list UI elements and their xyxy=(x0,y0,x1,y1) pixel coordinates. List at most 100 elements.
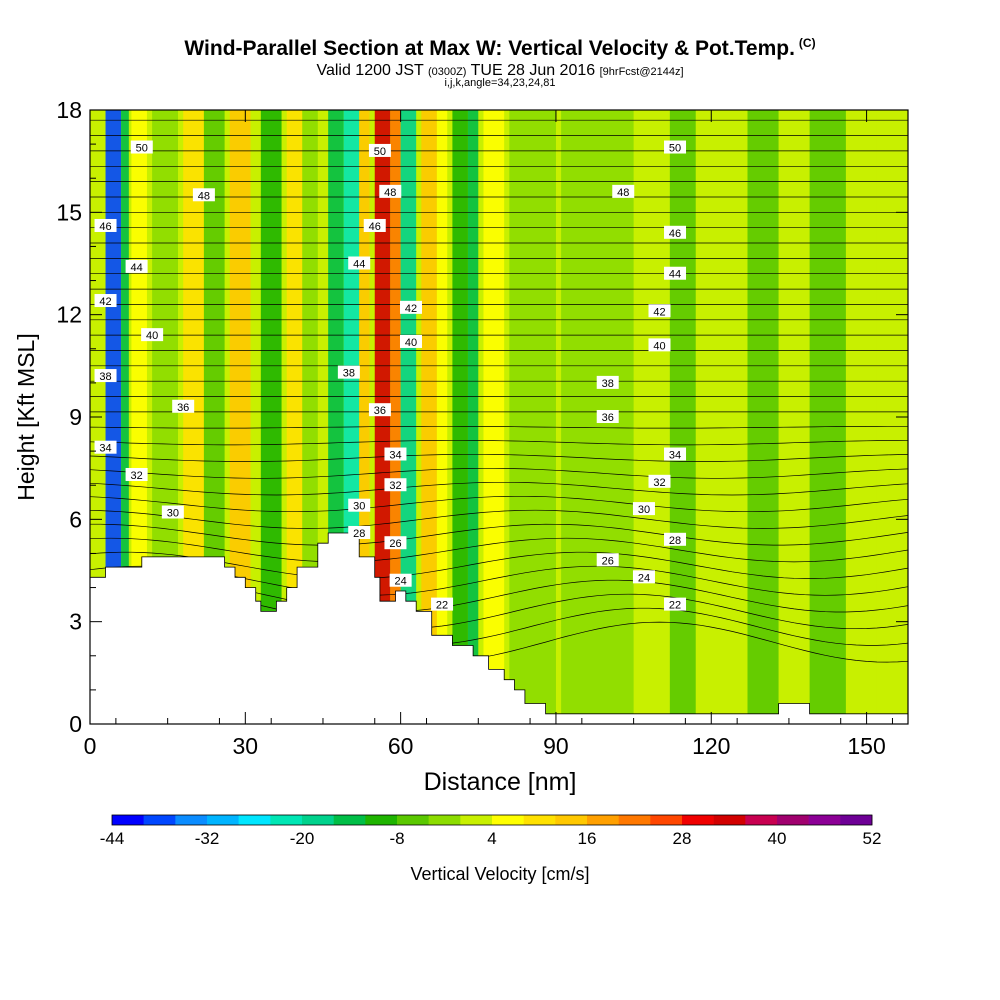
isentrope-label-bg xyxy=(368,143,391,157)
colorbar-tick-label: 4 xyxy=(487,829,496,848)
isentrope-label-bg xyxy=(596,375,619,389)
colorbar-tick-label: -20 xyxy=(290,829,315,848)
isentrope-label-16: 40 xyxy=(399,334,422,349)
isentrope-label-text: 42 xyxy=(405,303,417,315)
velocity-band-30 xyxy=(851,110,877,724)
isentrope-label-bg xyxy=(192,188,215,202)
isentrope-label-31: 30 xyxy=(348,498,371,513)
isentrope-label-5: 48 xyxy=(612,184,635,199)
isentrope-label-bg xyxy=(664,447,687,461)
isentrope-label-text: 32 xyxy=(389,480,401,492)
colorbar: -44 -32 -20 -8 4 16 28 40 52 xyxy=(100,814,881,848)
isentrope-label-text: 42 xyxy=(653,306,665,318)
colorbar-tick-label: -32 xyxy=(195,829,220,848)
isentrope-label-bg xyxy=(664,225,687,239)
colorbar-label: Vertical Velocity [cm/s] xyxy=(410,864,589,884)
colorbar-swatch-4 xyxy=(238,815,271,825)
colorbar-tick-label: 16 xyxy=(578,829,597,848)
isentrope-line-14 xyxy=(90,425,908,429)
isentrope-label-bg xyxy=(379,184,402,198)
isentrope-label-bg xyxy=(648,474,671,488)
colorbar-swatch-17 xyxy=(650,815,683,825)
isentrope-label-text: 22 xyxy=(669,600,681,612)
x-tick-label: 30 xyxy=(233,733,259,759)
isentrope-label-bg xyxy=(596,410,619,423)
forecast-info: [9hrFcst@2144z] xyxy=(599,66,684,78)
valid-utc: (0300Z) xyxy=(427,66,467,78)
isentrope-line-7 xyxy=(90,523,908,546)
isentrope-label-text: 34 xyxy=(389,450,401,462)
isentrope-label-text: 28 xyxy=(669,535,681,547)
isentrope-label-15: 40 xyxy=(141,328,164,342)
isentrope-label-bg xyxy=(399,334,422,348)
isentrope-label-13: 42 xyxy=(399,300,422,315)
isentrope-label-40: 22 xyxy=(664,597,687,612)
colorbar-swatch-21 xyxy=(777,815,809,825)
isentrope-label-1: 50 xyxy=(368,143,391,158)
isentrope-label-text: 44 xyxy=(130,262,142,274)
isentrope-label-bg xyxy=(384,447,407,461)
isentrope-label-bg xyxy=(648,338,671,352)
y-tick-label: 0 xyxy=(69,711,82,737)
isentrope-label-text: 28 xyxy=(353,528,365,540)
isentrope-label-bg xyxy=(130,140,153,154)
isentrope-label-14: 42 xyxy=(648,304,671,318)
colorbar-frame xyxy=(111,814,873,826)
isentrope-label-25: 34 xyxy=(384,447,407,462)
isentrope-label-bg xyxy=(612,184,635,198)
isentrope-label-19: 38 xyxy=(337,365,360,380)
isentrope-label-24: 34 xyxy=(94,440,117,455)
colorbar-swatch-15 xyxy=(587,815,619,825)
velocity-band-15 xyxy=(390,110,401,724)
isentrope-label-bg xyxy=(399,300,422,314)
isentrope-label-2: 50 xyxy=(664,140,687,155)
isentrope-label-text: 34 xyxy=(99,443,111,455)
isentrope-label-17: 40 xyxy=(648,338,671,352)
isentrope-label-bg xyxy=(664,532,687,546)
copyright-mark: (C) xyxy=(798,36,816,50)
colorbar-swatch-3 xyxy=(207,815,239,825)
isentrope-label-text: 50 xyxy=(374,146,386,158)
isentrope-label-10: 44 xyxy=(348,256,371,271)
x-tick-label: 150 xyxy=(847,733,885,759)
isentrope-label-bg xyxy=(389,573,412,587)
isentrope-label-text: 48 xyxy=(617,187,629,199)
isentrope-label-39: 22 xyxy=(431,597,454,612)
isentrope-label-35: 26 xyxy=(384,536,407,550)
y-tick-label: 3 xyxy=(69,609,82,635)
isentrope-label-bg xyxy=(94,218,117,232)
isentrope-label-23: 36 xyxy=(596,410,619,424)
isentrope-label-30: 30 xyxy=(161,505,184,520)
isentrope-label-text: 46 xyxy=(369,221,381,233)
isentrope-label-33: 28 xyxy=(348,525,371,540)
isentrope-label-text: 36 xyxy=(374,405,386,417)
colorbar-swatch-13 xyxy=(523,815,556,825)
valid-time-line: Valid 1200 JST (0300Z) TUE 28 Jun 2016 [… xyxy=(0,62,1000,80)
isentrope-label-bg xyxy=(141,328,164,342)
colorbar-tick-label: 28 xyxy=(673,829,692,848)
isentrope-label-text: 40 xyxy=(653,340,665,352)
colorbar-swatch-7 xyxy=(333,815,366,825)
y-tick-label: 15 xyxy=(56,199,82,225)
isentrope-label-text: 40 xyxy=(146,330,158,342)
y-tick-label: 12 xyxy=(56,302,82,328)
isentrope-label-text: 48 xyxy=(384,187,396,199)
isentrope-label-bg xyxy=(596,553,619,567)
isentrope-label-text: 38 xyxy=(99,371,111,383)
x-tick-label: 0 xyxy=(84,733,97,759)
isentrope-label-text: 24 xyxy=(638,572,650,584)
isentrope-label-bg xyxy=(94,369,117,383)
isentrope-label-11: 44 xyxy=(664,266,687,281)
isentrope-line-10 xyxy=(90,481,908,496)
isentrope-label-bg xyxy=(172,399,195,413)
isentrope-label-36: 26 xyxy=(596,553,619,567)
velocity-band-26 xyxy=(700,110,743,724)
isentrope-label-bg xyxy=(632,502,655,516)
colorbar-swatch-10 xyxy=(428,815,461,825)
colorbar-swatch-23 xyxy=(840,815,873,825)
isentrope-label-text: 38 xyxy=(602,378,614,390)
velocity-band-14 xyxy=(374,110,391,724)
isentrope-line-11 xyxy=(90,467,908,479)
velocity-band-29 xyxy=(809,110,846,724)
